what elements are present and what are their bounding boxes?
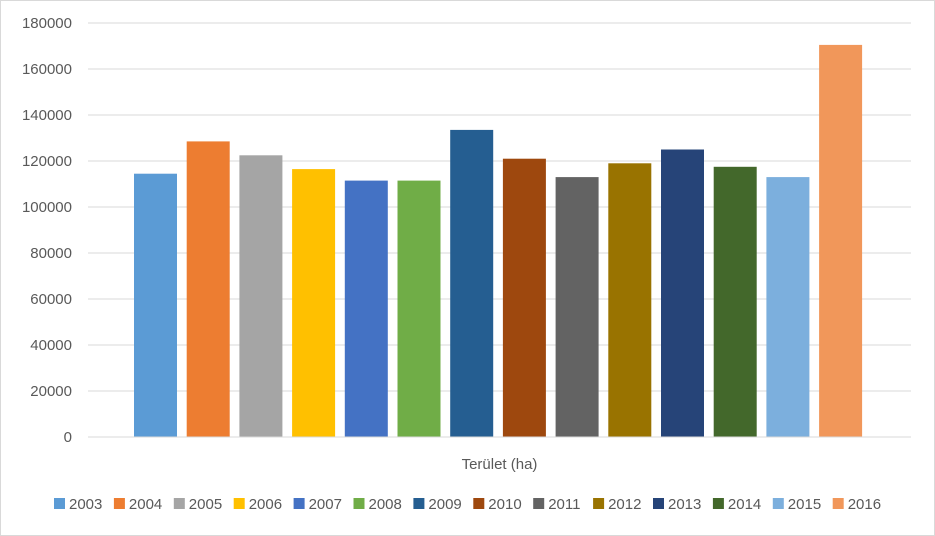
y-tick-label: 100000 — [22, 199, 72, 216]
legend-swatch — [653, 498, 664, 509]
legend-label: 2014 — [728, 496, 761, 513]
legend-label: 2009 — [428, 496, 461, 513]
y-tick-label: 20000 — [30, 383, 72, 400]
legend-swatch — [353, 498, 365, 509]
bar-2005 — [239, 155, 283, 438]
legend-item-2012: 2012 — [593, 496, 641, 513]
legend-label: 2012 — [608, 496, 641, 513]
legend-item-2014: 2014 — [712, 496, 761, 513]
legend-item-2011: 2011 — [533, 496, 580, 513]
bar-2010 — [502, 158, 546, 437]
legend-label: 2008 — [369, 496, 402, 513]
bar-2003 — [134, 173, 177, 437]
legend-label: 2016 — [848, 496, 881, 513]
legend-item-2003: 2003 — [54, 496, 102, 513]
bar-2015 — [766, 177, 810, 437]
legend-item-2013: 2013 — [653, 496, 701, 513]
legend-label: 2003 — [69, 496, 102, 513]
bar-2004 — [186, 141, 230, 437]
legend: 2003 2004 2005 2006 2007 2008 2009 2010 2011 2012… — [54, 496, 881, 513]
legend-label: 2006 — [249, 496, 282, 513]
bar-2013 — [661, 149, 704, 437]
legend-swatch — [533, 498, 545, 509]
legend-swatch — [593, 498, 605, 509]
y-tick-label: 140000 — [22, 107, 72, 124]
legend-item-2016: 2016 — [832, 496, 881, 513]
legend-swatch — [113, 498, 125, 509]
y-tick-label: 40000 — [30, 337, 72, 354]
y-tick-label: 120000 — [22, 153, 72, 170]
bar-2007 — [344, 180, 388, 437]
legend-label: 2007 — [309, 496, 342, 513]
bar-2011 — [555, 177, 599, 437]
legend-label: 2015 — [788, 496, 821, 513]
legend-swatch — [54, 498, 65, 509]
y-tick-label: 180000 — [22, 15, 72, 32]
legend-item-2010: 2010 — [473, 496, 522, 513]
legend-swatch — [712, 498, 724, 509]
bar-2012 — [608, 163, 652, 438]
legend-label: 2005 — [189, 496, 222, 513]
legend-label: 2011 — [548, 496, 580, 513]
legend-item-2005: 2005 — [173, 496, 222, 513]
bar-2009 — [450, 129, 494, 437]
y-tick-label: 80000 — [30, 245, 72, 262]
legend-swatch — [233, 498, 245, 509]
legend-swatch — [772, 498, 784, 509]
x-axis-label: Terület (ha) — [462, 456, 538, 473]
legend-swatch — [173, 498, 185, 509]
legend-swatch — [413, 498, 425, 509]
legend-item-2008: 2008 — [353, 496, 402, 513]
y-axis-ticks: 0 20000 40000 60000 80000 100000 120000 140000 1… — [22, 15, 72, 446]
legend-label: 2004 — [129, 496, 162, 513]
legend-item-2009: 2009 — [413, 496, 462, 513]
bars — [134, 44, 863, 438]
y-tick-label: 60000 — [30, 291, 72, 308]
legend-swatch — [293, 498, 305, 509]
y-tick-label: 0 — [64, 429, 72, 446]
legend-label: 2010 — [488, 496, 521, 513]
legend-item-2015: 2015 — [772, 496, 821, 513]
legend-swatch — [473, 498, 485, 509]
legend-item-2007: 2007 — [293, 496, 342, 513]
legend-item-2004: 2004 — [113, 496, 162, 513]
y-tick-label: 160000 — [22, 61, 72, 78]
legend-label: 2013 — [668, 496, 701, 513]
legend-item-2006: 2006 — [233, 496, 282, 513]
bar-2008 — [397, 180, 441, 437]
bar-2014 — [713, 166, 757, 438]
bar-2016 — [819, 44, 863, 438]
legend-swatch — [832, 498, 844, 509]
bar-2006 — [292, 169, 336, 437]
